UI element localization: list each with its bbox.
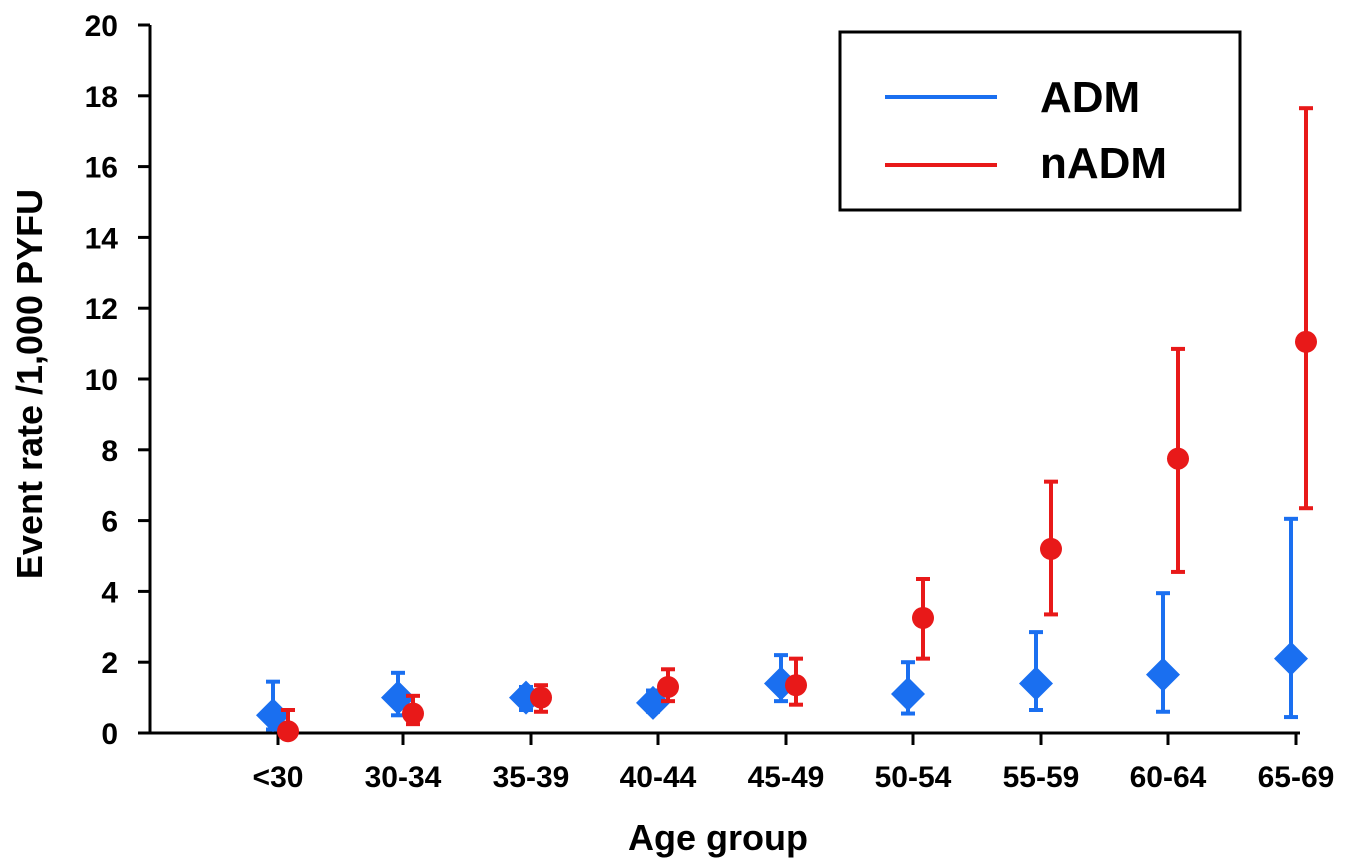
series-nadm <box>277 106 1317 743</box>
legend-label-adm: ADM <box>1040 73 1140 122</box>
x-tick-label: 45-49 <box>748 761 825 794</box>
y-tick-label: 8 <box>101 435 118 468</box>
data-point <box>785 674 807 697</box>
data-point <box>657 675 679 698</box>
y-tick-label: 10 <box>85 364 118 397</box>
x-tick-label: 55-59 <box>1003 761 1080 794</box>
x-axis: <30 30-34 35-39 40-44 45-49 50-54 55-59 60-64 65… <box>150 731 1335 794</box>
y-ticks: 0 2 4 6 8 10 12 14 16 18 20 <box>85 10 150 751</box>
data-point <box>912 606 934 629</box>
data-point <box>277 720 299 743</box>
data-point <box>891 677 925 712</box>
data-point <box>1274 641 1308 676</box>
x-tick-label: 30-34 <box>365 761 442 794</box>
y-tick-label: 20 <box>85 10 118 43</box>
x-tick-label: 65-69 <box>1258 761 1335 794</box>
x-ticks: <30 30-34 35-39 40-44 45-49 50-54 55-59 60-64 65… <box>253 733 1335 794</box>
y-tick-label: 0 <box>101 718 118 751</box>
y-axis: 0 2 4 6 8 10 12 14 16 18 20 <box>85 10 152 751</box>
x-tick-label: 40-44 <box>620 761 697 794</box>
y-axis-title: Event rate /1,000 PYFU <box>9 189 50 579</box>
y-tick-label: 14 <box>85 222 119 255</box>
y-tick-label: 18 <box>85 81 118 114</box>
legend-label-nadm: nADM <box>1040 139 1167 188</box>
data-point <box>1295 330 1317 353</box>
x-tick-label: <30 <box>253 761 304 794</box>
data-point <box>1019 666 1053 701</box>
plot-area <box>256 106 1317 743</box>
y-tick-label: 2 <box>101 647 118 680</box>
y-tick-label: 6 <box>101 506 118 539</box>
y-tick-label: 12 <box>85 293 118 326</box>
data-point <box>1040 537 1062 560</box>
data-point <box>402 702 424 725</box>
data-point <box>1167 447 1189 470</box>
x-tick-label: 35-39 <box>493 761 570 794</box>
legend: ADM nADM <box>838 30 1242 212</box>
x-tick-label: 50-54 <box>875 761 952 794</box>
y-tick-label: 4 <box>101 576 118 609</box>
x-tick-label: 60-64 <box>1130 761 1207 794</box>
legend-box <box>838 30 1242 212</box>
data-point <box>530 686 552 709</box>
y-tick-label: 16 <box>85 152 118 185</box>
x-axis-title: Age group <box>628 817 808 858</box>
data-point <box>1146 657 1180 692</box>
